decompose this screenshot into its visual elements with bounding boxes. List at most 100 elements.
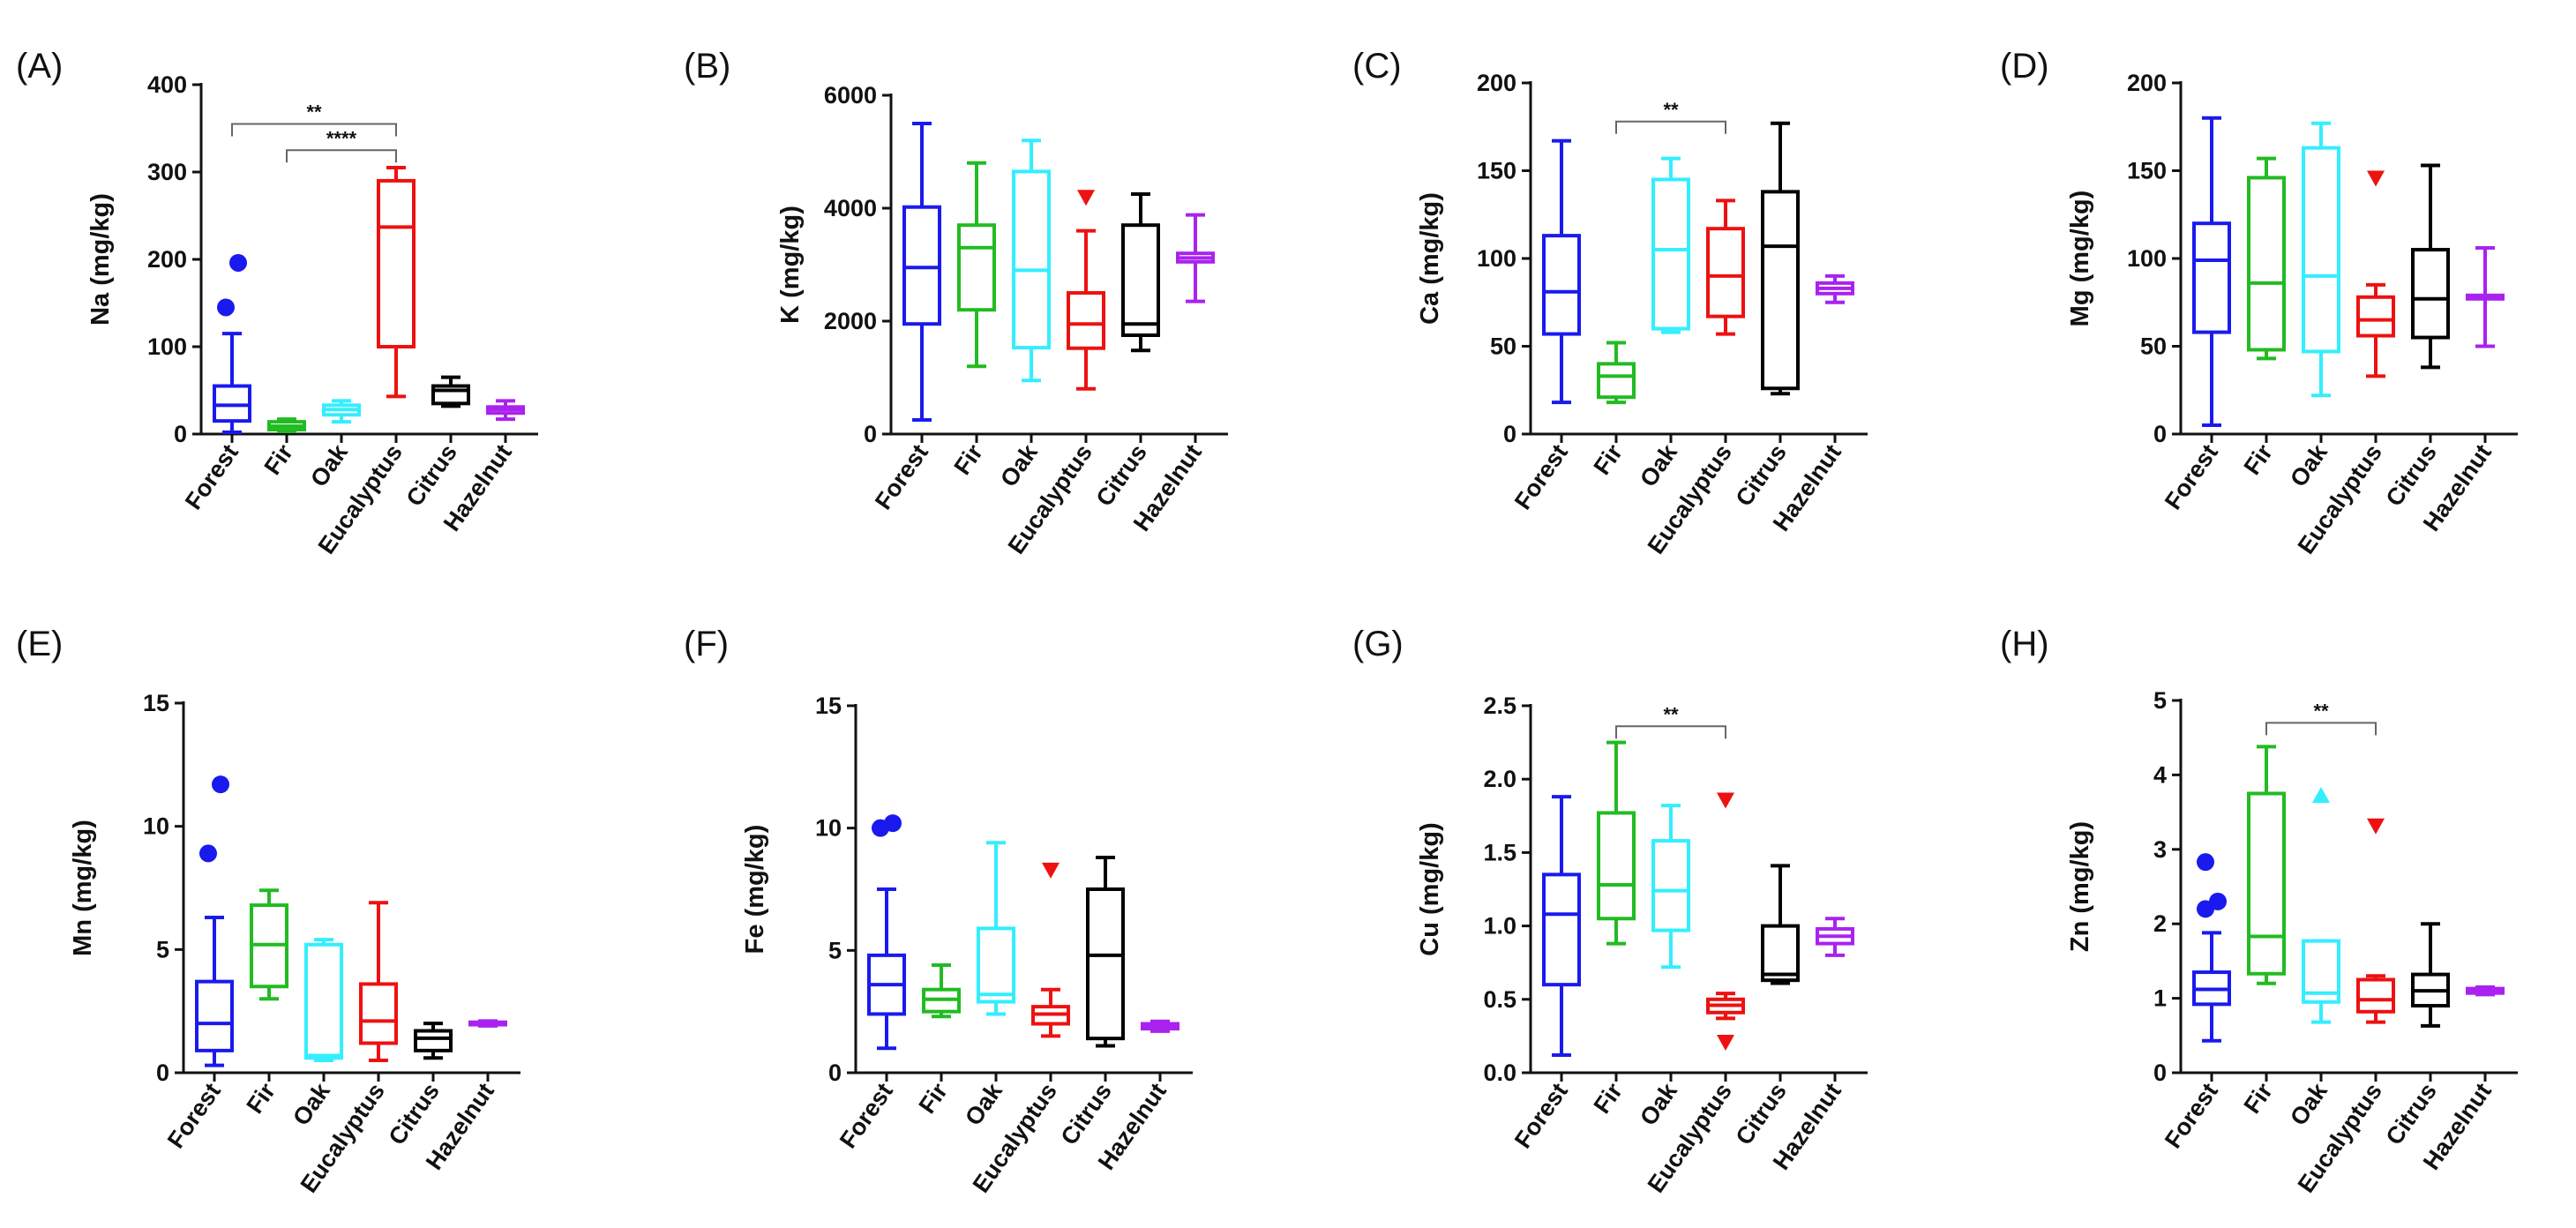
y-tick-label: 50 bbox=[2140, 333, 2167, 360]
panel-label: (E) bbox=[16, 625, 63, 663]
box-iqr bbox=[304, 942, 343, 1060]
y-tick-label: 0 bbox=[828, 1060, 842, 1086]
box-eucalyptus bbox=[1706, 792, 1745, 1052]
outlier-point bbox=[2367, 170, 2385, 187]
box-hazelnut bbox=[1816, 273, 1854, 304]
outlier-point bbox=[2312, 787, 2330, 804]
box-eucalyptus bbox=[1067, 190, 1105, 391]
panel-label: (H) bbox=[2000, 625, 2049, 663]
box-iqr bbox=[1542, 872, 1581, 987]
outlier-point bbox=[1042, 862, 1060, 879]
x-tick-label-fir: Fir bbox=[2239, 1078, 2279, 1119]
y-axis-label: Cu (mg/kg) bbox=[1416, 822, 1444, 955]
panel-g: (G) Cu (mg/kg) 0.0 0.5 1.0 1.5 2.0 2.5 Forest Fir… bbox=[1352, 625, 1868, 1197]
x-tick-label-fir: Fir bbox=[949, 439, 989, 480]
y-tick-label: 1.0 bbox=[1483, 913, 1516, 940]
y-tick-label: 2000 bbox=[824, 308, 877, 334]
significance-label: ** bbox=[1663, 703, 1679, 725]
box-iqr bbox=[1706, 227, 1745, 318]
y-axis-label: Mn (mg/kg) bbox=[69, 820, 97, 956]
panel-label: (F) bbox=[684, 625, 729, 663]
box-forest bbox=[2192, 116, 2231, 428]
y-tick-label: 0 bbox=[174, 421, 187, 447]
outlier-point bbox=[1717, 1035, 1734, 1052]
x-tick-label-oak: Oak bbox=[1635, 1077, 1682, 1130]
box-iqr bbox=[1597, 811, 1636, 921]
x-tick-label-fir: Fir bbox=[914, 1078, 954, 1119]
box-oak bbox=[2302, 121, 2340, 398]
panel-label: (C) bbox=[1352, 47, 1402, 86]
box-iqr bbox=[2356, 977, 2395, 1014]
y-tick-label: 50 bbox=[1490, 333, 1516, 360]
box-iqr bbox=[1012, 169, 1051, 350]
box-fir bbox=[2247, 156, 2286, 361]
y-axis-label: Mg (mg/kg) bbox=[2066, 191, 2094, 327]
significance-label: ** bbox=[2313, 700, 2329, 722]
box-hazelnut bbox=[486, 399, 525, 422]
y-tick-label: 4000 bbox=[824, 195, 877, 221]
significance-label: ** bbox=[306, 101, 322, 124]
box-oak bbox=[322, 399, 361, 424]
box-citrus bbox=[414, 1022, 453, 1060]
x-tick-label-fir: Fir bbox=[242, 1078, 281, 1119]
y-tick-label: 3 bbox=[2153, 836, 2167, 863]
box-hazelnut bbox=[1141, 1019, 1179, 1033]
x-tick-label-oak: Oak bbox=[288, 1077, 335, 1130]
y-tick-label: 0.0 bbox=[1483, 1060, 1516, 1086]
box-forest bbox=[902, 122, 941, 422]
y-tick-label: 15 bbox=[815, 693, 842, 719]
y-tick-label: 100 bbox=[1477, 245, 1516, 272]
box-fir bbox=[957, 161, 996, 369]
box-citrus bbox=[1761, 864, 1800, 985]
box-oak bbox=[1651, 156, 1690, 334]
box-iqr bbox=[902, 205, 941, 326]
y-tick-label: 15 bbox=[143, 690, 169, 716]
box-eucalyptus bbox=[377, 166, 416, 399]
y-tick-label: 6000 bbox=[824, 82, 877, 109]
box-forest bbox=[867, 814, 906, 1051]
bracket-line bbox=[231, 123, 397, 137]
y-tick-label: 5 bbox=[2153, 687, 2167, 714]
box-hazelnut bbox=[2466, 985, 2505, 997]
y-tick-label: 0 bbox=[2153, 1060, 2167, 1086]
x-tick-label-fir: Fir bbox=[2239, 439, 2279, 480]
y-tick-label: 10 bbox=[815, 815, 842, 842]
box-citrus bbox=[2411, 922, 2450, 1028]
box-iqr bbox=[2192, 221, 2231, 334]
box-iqr bbox=[1086, 887, 1125, 1041]
panel-label: (D) bbox=[2000, 47, 2049, 86]
y-axis-label: Na (mg/kg) bbox=[86, 193, 115, 326]
y-tick-label: 200 bbox=[2127, 70, 2167, 96]
bracket-line bbox=[2265, 722, 2377, 736]
y-tick-label: 2 bbox=[2153, 910, 2167, 937]
y-tick-label: 0 bbox=[2153, 421, 2167, 447]
box-hazelnut bbox=[2466, 246, 2505, 348]
y-tick-label: 100 bbox=[147, 333, 187, 360]
y-tick-label: 0 bbox=[864, 421, 877, 447]
box-eucalyptus bbox=[1706, 198, 1745, 336]
y-tick-label: 5 bbox=[828, 937, 842, 963]
significance-label: ** bbox=[1663, 99, 1679, 121]
significance-bracket: ** bbox=[231, 101, 397, 137]
box-fir bbox=[267, 417, 306, 434]
outlier-point bbox=[2209, 892, 2227, 910]
x-tick-label-fir: Fir bbox=[1589, 1078, 1629, 1119]
box-iqr bbox=[1067, 291, 1105, 350]
outlier-point bbox=[2197, 853, 2214, 872]
box-forest bbox=[1542, 795, 1581, 1058]
box-forest bbox=[195, 775, 234, 1067]
outlier-point bbox=[229, 253, 247, 272]
box-eucalyptus bbox=[2356, 170, 2395, 378]
outlier-point bbox=[212, 775, 229, 794]
significance-bracket: ** bbox=[1615, 703, 1726, 739]
box-hazelnut bbox=[468, 1019, 507, 1028]
y-axis-label: Ca (mg/kg) bbox=[1416, 192, 1444, 325]
box-iqr bbox=[359, 982, 398, 1045]
x-tick-label-oak: Oak bbox=[1635, 438, 1682, 491]
box-hazelnut bbox=[1816, 917, 1854, 957]
box-forest bbox=[2192, 853, 2231, 1043]
